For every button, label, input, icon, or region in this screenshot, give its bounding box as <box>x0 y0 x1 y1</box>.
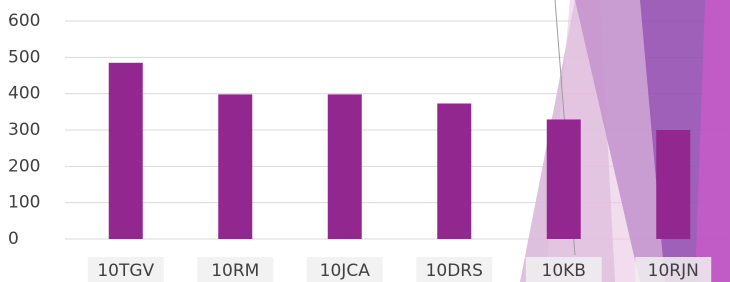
y-tick-label: 0 <box>8 229 19 249</box>
bar <box>547 119 581 239</box>
x-tick-label: 10RM <box>211 261 259 281</box>
y-tick-label: 400 <box>8 84 40 104</box>
bar <box>109 63 143 239</box>
y-tick-label: 200 <box>8 156 40 176</box>
bar <box>218 94 252 239</box>
chart: 0 100 200 300 400 500 600 10TGV 10RM 10JCA 10DRS 10… <box>0 0 730 282</box>
bar <box>656 130 690 239</box>
x-tick-label: 10RJN <box>648 261 699 281</box>
x-tick-label: 10TGV <box>97 261 154 281</box>
x-tick-label: 10KB <box>542 261 586 281</box>
y-tick-label: 600 <box>8 11 40 31</box>
y-tick-label: 100 <box>8 193 40 213</box>
y-tick-label: 500 <box>8 47 40 67</box>
x-tick-label: 10DRS <box>426 261 483 281</box>
bar <box>437 103 471 239</box>
y-tick-label: 300 <box>8 120 40 140</box>
x-tick-label: 10JCA <box>320 261 371 281</box>
bar <box>328 94 362 239</box>
